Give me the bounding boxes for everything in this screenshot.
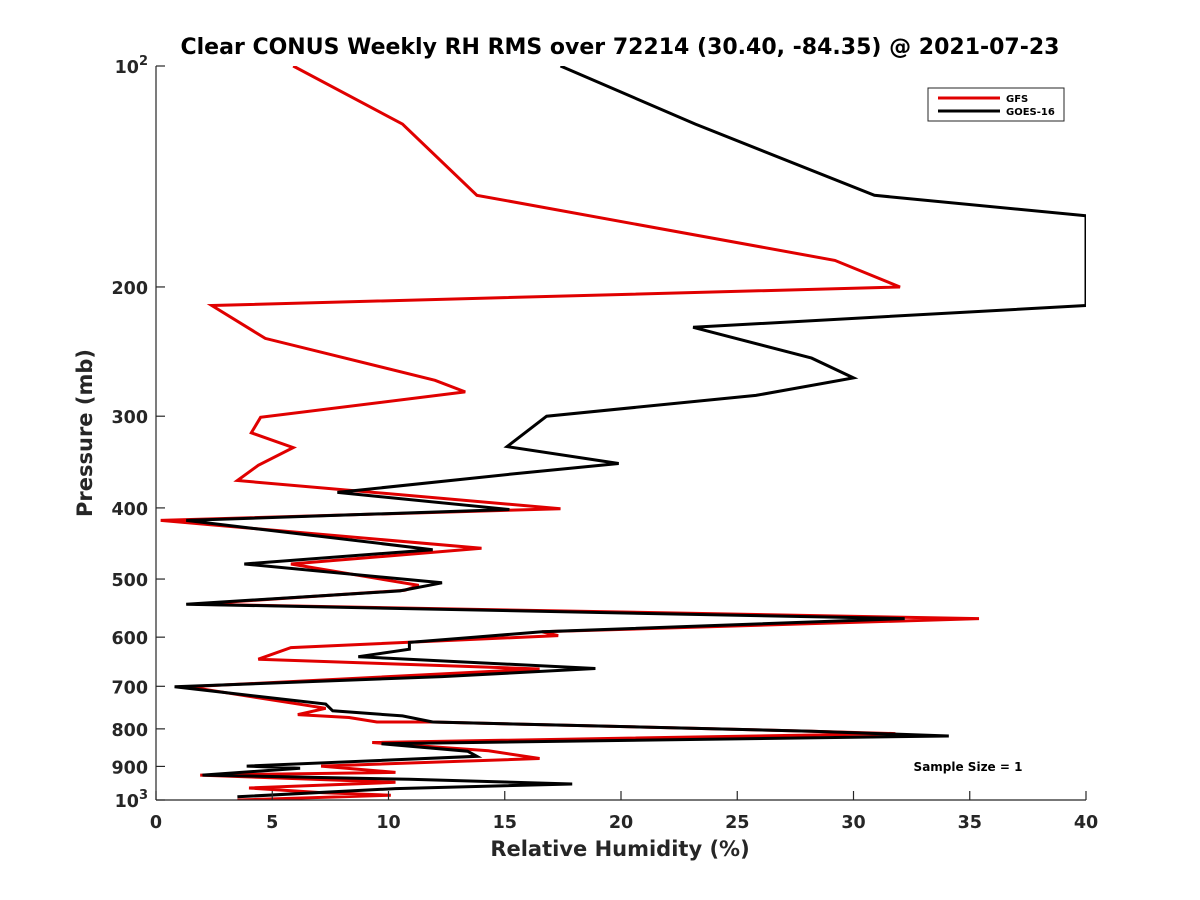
axes-group: 0 5 10 15 20 25 30 35 40 102 200 300 400 500 600 700 800… bbox=[111, 54, 1098, 833]
x-tick-label: 35 bbox=[958, 813, 982, 833]
x-tick-label: 5 bbox=[266, 813, 278, 833]
y-tick-label: 900 bbox=[111, 758, 148, 778]
series-group bbox=[160, 66, 1086, 800]
legend-label: GFS bbox=[1006, 94, 1028, 105]
y-tick-label: 300 bbox=[111, 408, 148, 428]
legend-box bbox=[927, 87, 1065, 122]
series-line-gfs bbox=[160, 66, 980, 800]
y-tick-label: 102 bbox=[115, 54, 148, 78]
sample-size-annotation: Sample Size = 1 bbox=[914, 760, 1023, 774]
series-line-goes-16 bbox=[174, 66, 1086, 799]
y-axis-label: Pressure (mb) bbox=[73, 349, 97, 517]
legend: GFS GOES-16 bbox=[927, 87, 1065, 122]
y-tick-label: 800 bbox=[111, 721, 148, 741]
y-tick-label: 700 bbox=[111, 678, 148, 698]
legend-label: GOES-16 bbox=[1006, 107, 1055, 118]
x-tick-label: 40 bbox=[1074, 813, 1098, 833]
y-tick-label: 400 bbox=[111, 500, 148, 520]
y-tick-label: 103 bbox=[115, 788, 148, 812]
x-tick-label: 0 bbox=[150, 813, 162, 833]
x-tick-label: 20 bbox=[609, 813, 633, 833]
y-tick-label: 600 bbox=[111, 629, 148, 649]
x-tick-label: 15 bbox=[493, 813, 517, 833]
x-tick-label: 30 bbox=[841, 813, 865, 833]
y-tick-label: 500 bbox=[111, 571, 148, 591]
chart-title: Clear CONUS Weekly RH RMS over 72214 (30… bbox=[181, 35, 1060, 60]
x-axis-label: Relative Humidity (%) bbox=[490, 837, 749, 861]
x-tick-label: 10 bbox=[376, 813, 400, 833]
x-tick-label: 25 bbox=[725, 813, 749, 833]
y-tick-label: 200 bbox=[111, 279, 148, 299]
